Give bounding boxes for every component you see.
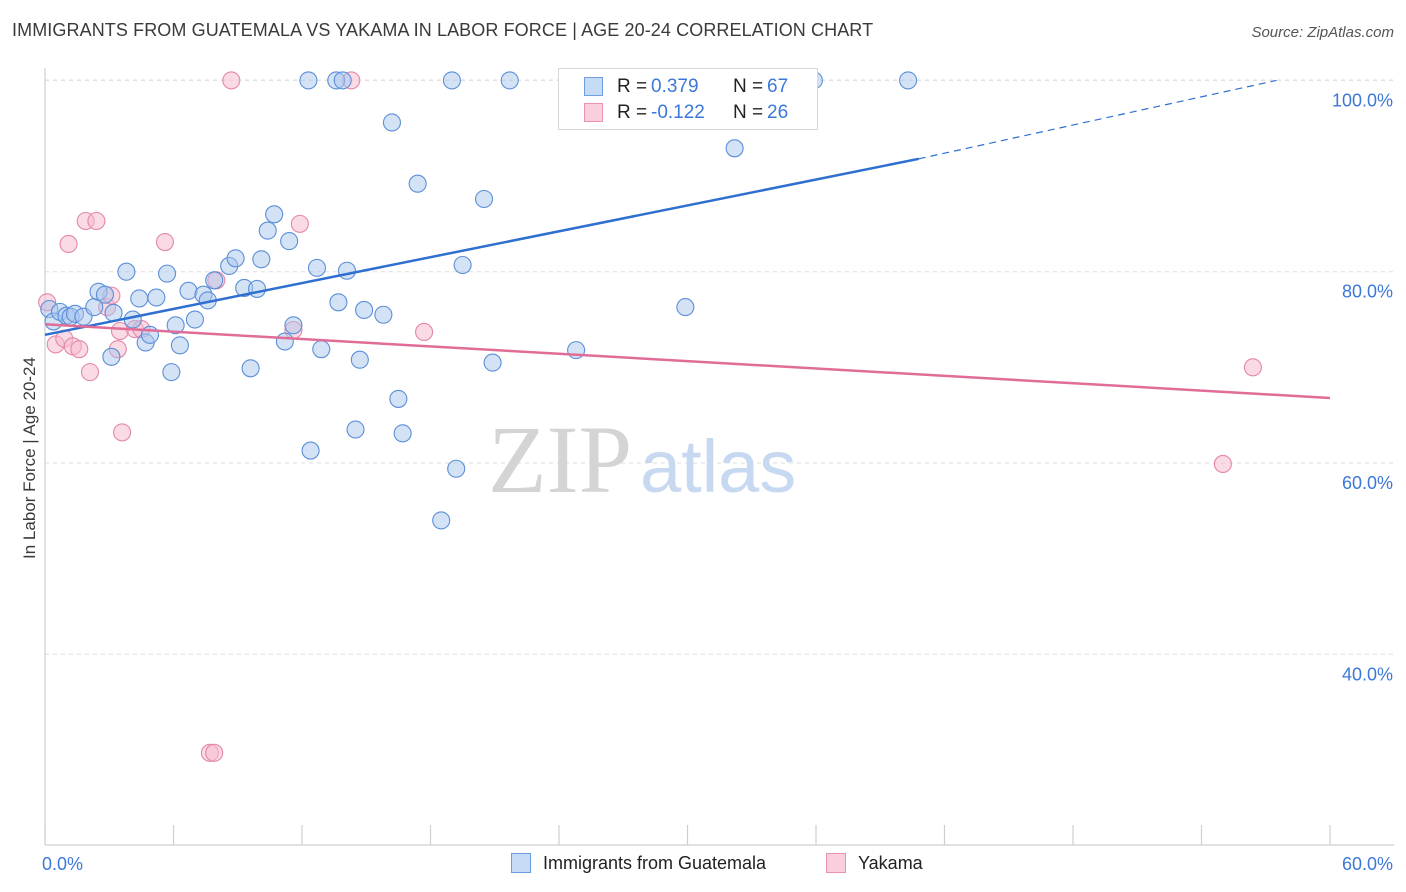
guatemala-point (350, 350, 369, 369)
trend-lines (44, 79, 1331, 400)
chart-title: IMMIGRANTS FROM GUATEMALA VS YAKAMA IN L… (12, 20, 874, 40)
yakama-point (222, 71, 241, 90)
n-value: 67 (767, 76, 789, 97)
y-tick-label: 80.0% (1342, 282, 1393, 302)
y-tick-label: 60.0% (1342, 473, 1393, 493)
guatemala-point (162, 363, 181, 382)
guatemala-point (247, 279, 267, 298)
guatemala-point (299, 71, 318, 90)
guatemala-point (102, 347, 121, 366)
guatemala-point (374, 305, 393, 324)
yakama-point (113, 423, 132, 442)
yakama-point (205, 743, 224, 762)
guatemala-point (307, 258, 327, 277)
guatemala-point (185, 310, 204, 329)
guatemala-point (205, 271, 224, 290)
guatemala-point (252, 250, 271, 269)
guatemala-swatch (584, 77, 603, 96)
guatemala-point (500, 71, 519, 90)
x-tick-label-min: 0.0% (42, 854, 83, 874)
yakama-point (87, 211, 106, 231)
n-label: N = (733, 102, 764, 123)
guatemala-point (899, 71, 918, 90)
source-credit: Source: ZipAtlas.com (1251, 24, 1394, 41)
guatemala-point (265, 205, 284, 224)
r-value: -0.122 (651, 102, 705, 123)
guatemala-point (179, 281, 198, 300)
guatemala-point (226, 249, 245, 268)
y-tick-label: 100.0% (1332, 90, 1393, 110)
guatemala-point (474, 189, 494, 209)
yakama-swatch (584, 103, 603, 122)
guatemala-point (393, 424, 412, 443)
guatemala-point (166, 316, 185, 335)
watermark-zip: ZIP (488, 406, 632, 513)
r-value: 0.379 (651, 76, 699, 97)
guatemala-point (432, 511, 451, 530)
guatemala-point (382, 113, 402, 132)
watermark: ZIP atlas (488, 406, 796, 513)
n-label: N = (733, 76, 764, 97)
guatemala-point (453, 255, 472, 275)
guatemala-point (280, 232, 299, 251)
guatemala-point (130, 289, 149, 308)
series-guatemala-points (40, 71, 918, 530)
r-label: R = (617, 76, 648, 97)
guatemala-point (676, 298, 695, 317)
guatemala-trend-extension (918, 79, 1277, 160)
guatemala-point (725, 139, 744, 158)
tick-labels: 40.0% 60.0% 80.0% 100.0% 0.0% 60.0% (42, 90, 1393, 874)
guatemala-point (258, 221, 277, 240)
guatemala-point (337, 261, 357, 280)
guatemala-point (447, 459, 466, 478)
guatemala-point (158, 264, 177, 283)
guatemala-point (355, 300, 374, 320)
y-tick-label: 40.0% (1342, 664, 1393, 684)
yakama-legend-swatch (826, 853, 846, 873)
guatemala-point (284, 316, 303, 335)
guatemala-point (346, 420, 365, 439)
guatemala-point (95, 285, 115, 304)
guatemala-legend-label: Immigrants from Guatemala (543, 853, 767, 873)
x-tick-label-max: 60.0% (1342, 854, 1393, 874)
guatemala-point (301, 441, 320, 460)
guatemala-legend-swatch (511, 853, 531, 873)
yakama-point (70, 340, 89, 359)
axes (44, 68, 1394, 846)
yakama-point (1213, 454, 1232, 474)
yakama-point (1243, 358, 1262, 377)
yakama-point (59, 234, 78, 254)
guatemala-point (312, 340, 331, 359)
stats-legend: R = 0.379 N = 67 R = -0.122 N = 26 (558, 68, 818, 130)
yakama-point (80, 363, 100, 382)
yakama-legend-label: Yakama (858, 853, 923, 873)
guatemala-point (170, 336, 189, 355)
r-label: R = (617, 102, 648, 123)
guatemala-point (329, 293, 348, 312)
yakama-point (415, 322, 434, 342)
guatemala-point (241, 359, 260, 378)
n-value: 26 (767, 102, 789, 123)
guatemala-point (442, 71, 461, 90)
yakama-trend-line (44, 323, 1331, 400)
guatemala-point (147, 288, 166, 307)
guatemala-trend-line (44, 157, 920, 337)
guatemala-point (483, 353, 502, 372)
guatemala-point (408, 174, 427, 193)
guatemala-point (275, 332, 294, 351)
guatemala-point (117, 262, 136, 281)
series-yakama-points (38, 71, 1262, 762)
yakama-point (290, 214, 309, 233)
watermark-atlas: atlas (640, 425, 796, 508)
guatemala-point (389, 389, 408, 408)
guatemala-point (333, 71, 352, 90)
yakama-point (155, 232, 174, 252)
